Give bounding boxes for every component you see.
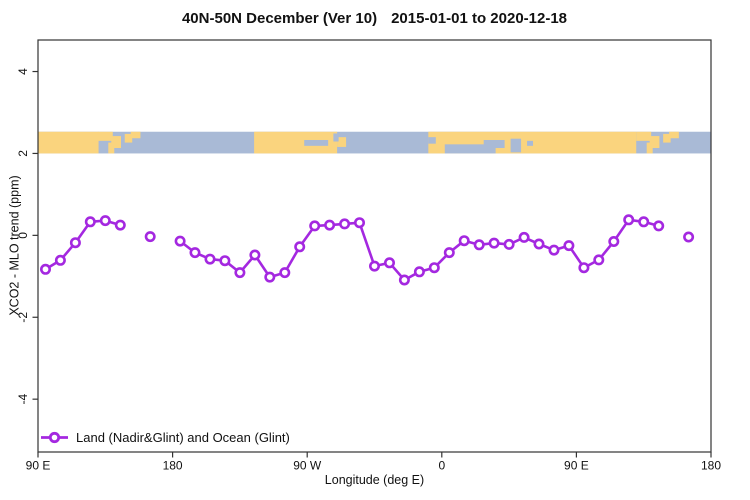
data-point <box>54 254 66 266</box>
data-point <box>638 216 650 228</box>
map-land <box>669 131 679 139</box>
data-point <box>309 220 321 232</box>
map-water <box>444 144 496 154</box>
x-tick-label: 90 E <box>564 459 589 473</box>
map-land <box>97 131 113 141</box>
map-water <box>333 133 339 142</box>
y-axis-label: XCO2 - MLO trend (ppm) <box>7 175 22 316</box>
map-land <box>254 131 338 154</box>
y-tick-label: -4 <box>16 394 30 405</box>
data-point <box>99 215 111 227</box>
data-point <box>339 218 351 230</box>
map-land <box>38 131 99 154</box>
map-water <box>304 139 329 146</box>
data-point <box>368 260 380 272</box>
map-land <box>649 136 660 149</box>
data-point <box>488 237 500 249</box>
y-tick-label: 0 <box>16 232 30 239</box>
data-point <box>458 235 470 247</box>
data-point <box>593 254 605 266</box>
data-point <box>264 271 276 283</box>
data-point <box>473 239 485 251</box>
data-point <box>39 263 51 275</box>
map-land <box>124 133 133 143</box>
y-tick-label: 2 <box>16 150 30 157</box>
data-point <box>249 249 261 261</box>
data-point <box>144 231 156 243</box>
data-point <box>174 235 186 247</box>
data-series <box>39 214 695 286</box>
data-point <box>114 219 126 231</box>
data-point <box>84 216 96 228</box>
x-tick-label: 90 W <box>293 459 322 473</box>
data-point <box>683 231 695 243</box>
data-point <box>503 238 515 250</box>
data-point <box>428 262 440 274</box>
data-point <box>219 255 231 267</box>
plot-frame <box>37 39 712 453</box>
data-point <box>279 267 291 279</box>
x-tick-label: 180 <box>163 459 183 473</box>
map-land <box>636 131 652 141</box>
map-water <box>527 140 534 146</box>
map-land <box>111 136 122 149</box>
x-tick-label: 180 <box>701 459 721 473</box>
data-point <box>353 217 365 229</box>
data-point <box>69 237 81 249</box>
y-tick-label: 4 <box>16 68 30 75</box>
map-water <box>483 139 505 149</box>
data-point <box>398 274 410 286</box>
x-tick-label: 0 <box>438 459 445 473</box>
data-point <box>578 262 590 274</box>
map-land <box>337 137 347 147</box>
x-tick-label: 90 E <box>26 459 51 473</box>
data-point <box>294 241 306 253</box>
legend-label: Land (Nadir&Glint) and Ocean (Glint) <box>76 430 290 445</box>
chart-title: 40N-50N December (Ver 10) 2015-01-01 to … <box>38 10 711 27</box>
data-point <box>383 257 395 269</box>
map-land <box>130 131 141 139</box>
map-land <box>663 133 671 143</box>
legend-marker-icon <box>48 431 61 444</box>
chart-title-region: 40N-50N December (Ver 10) <box>181 10 378 27</box>
data-point <box>413 266 425 278</box>
data-point <box>234 267 246 279</box>
data-point <box>324 219 336 231</box>
map-water <box>428 137 436 144</box>
x-axis-label: Longitude (deg E) <box>324 473 425 487</box>
x-axis: 90 E 180 90 W 0 90 E 180 <box>26 452 721 473</box>
data-point <box>653 220 665 232</box>
data-point <box>623 214 635 226</box>
data-point <box>189 247 201 259</box>
data-point <box>533 238 545 250</box>
data-point <box>443 247 455 259</box>
y-tick-label: -2 <box>16 312 30 323</box>
map-water <box>510 138 522 153</box>
data-point <box>204 253 216 265</box>
data-point <box>563 240 575 252</box>
map-band <box>38 131 711 154</box>
data-point <box>608 236 620 248</box>
chart-title-daterange: 2015-01-01 to 2020-12-18 <box>391 10 568 27</box>
data-point <box>518 231 530 243</box>
y-axis: 4 2 0 -2 -4 <box>16 68 38 405</box>
legend: Land (Nadir&Glint) and Ocean (Glint) <box>41 430 290 445</box>
data-point <box>548 244 560 256</box>
